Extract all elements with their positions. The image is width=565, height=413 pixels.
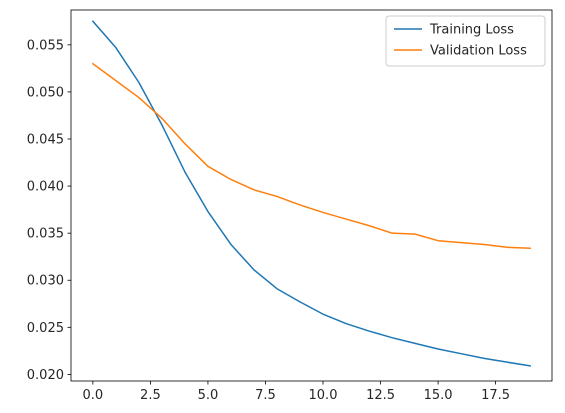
series-layer xyxy=(91,20,532,367)
y-tick-label: 0.025 xyxy=(27,321,64,336)
y-tick-label: 0.055 xyxy=(27,38,64,53)
legend-box xyxy=(385,15,546,67)
plot-frame xyxy=(70,9,553,382)
series-line-0 xyxy=(91,20,532,367)
x-axis: 0.0 2.5 5.0 7.5 10.0 12.5 15.0 17.5 xyxy=(83,381,510,403)
legend-label-0: Training Loss xyxy=(429,23,514,38)
legend-label-1: Validation Loss xyxy=(430,44,527,59)
legend: Training Loss Validation Loss xyxy=(385,15,546,67)
x-tick-label: 5.0 xyxy=(198,388,219,403)
y-tick-label: 0.045 xyxy=(27,133,64,148)
x-tick-label: 2.5 xyxy=(140,388,161,403)
series-line-1 xyxy=(91,62,531,250)
y-tick-label: 0.020 xyxy=(27,368,64,383)
x-tick-label: 12.5 xyxy=(366,388,395,403)
y-tick-label: 0.030 xyxy=(27,274,64,289)
x-tick-label: 0.0 xyxy=(83,388,104,403)
y-tick-label: 0.050 xyxy=(27,85,64,100)
x-tick-label: 7.5 xyxy=(255,388,276,403)
x-tick-label: 10.0 xyxy=(309,388,338,403)
y-tick-label: 0.040 xyxy=(27,180,64,195)
x-tick-label: 15.0 xyxy=(424,388,453,403)
x-tick-label: 17.5 xyxy=(481,388,510,403)
y-axis: 0.020 0.025 0.030 0.035 0.040 0.045 0.050 0.055 xyxy=(27,38,71,383)
y-tick-label: 0.035 xyxy=(27,227,64,242)
